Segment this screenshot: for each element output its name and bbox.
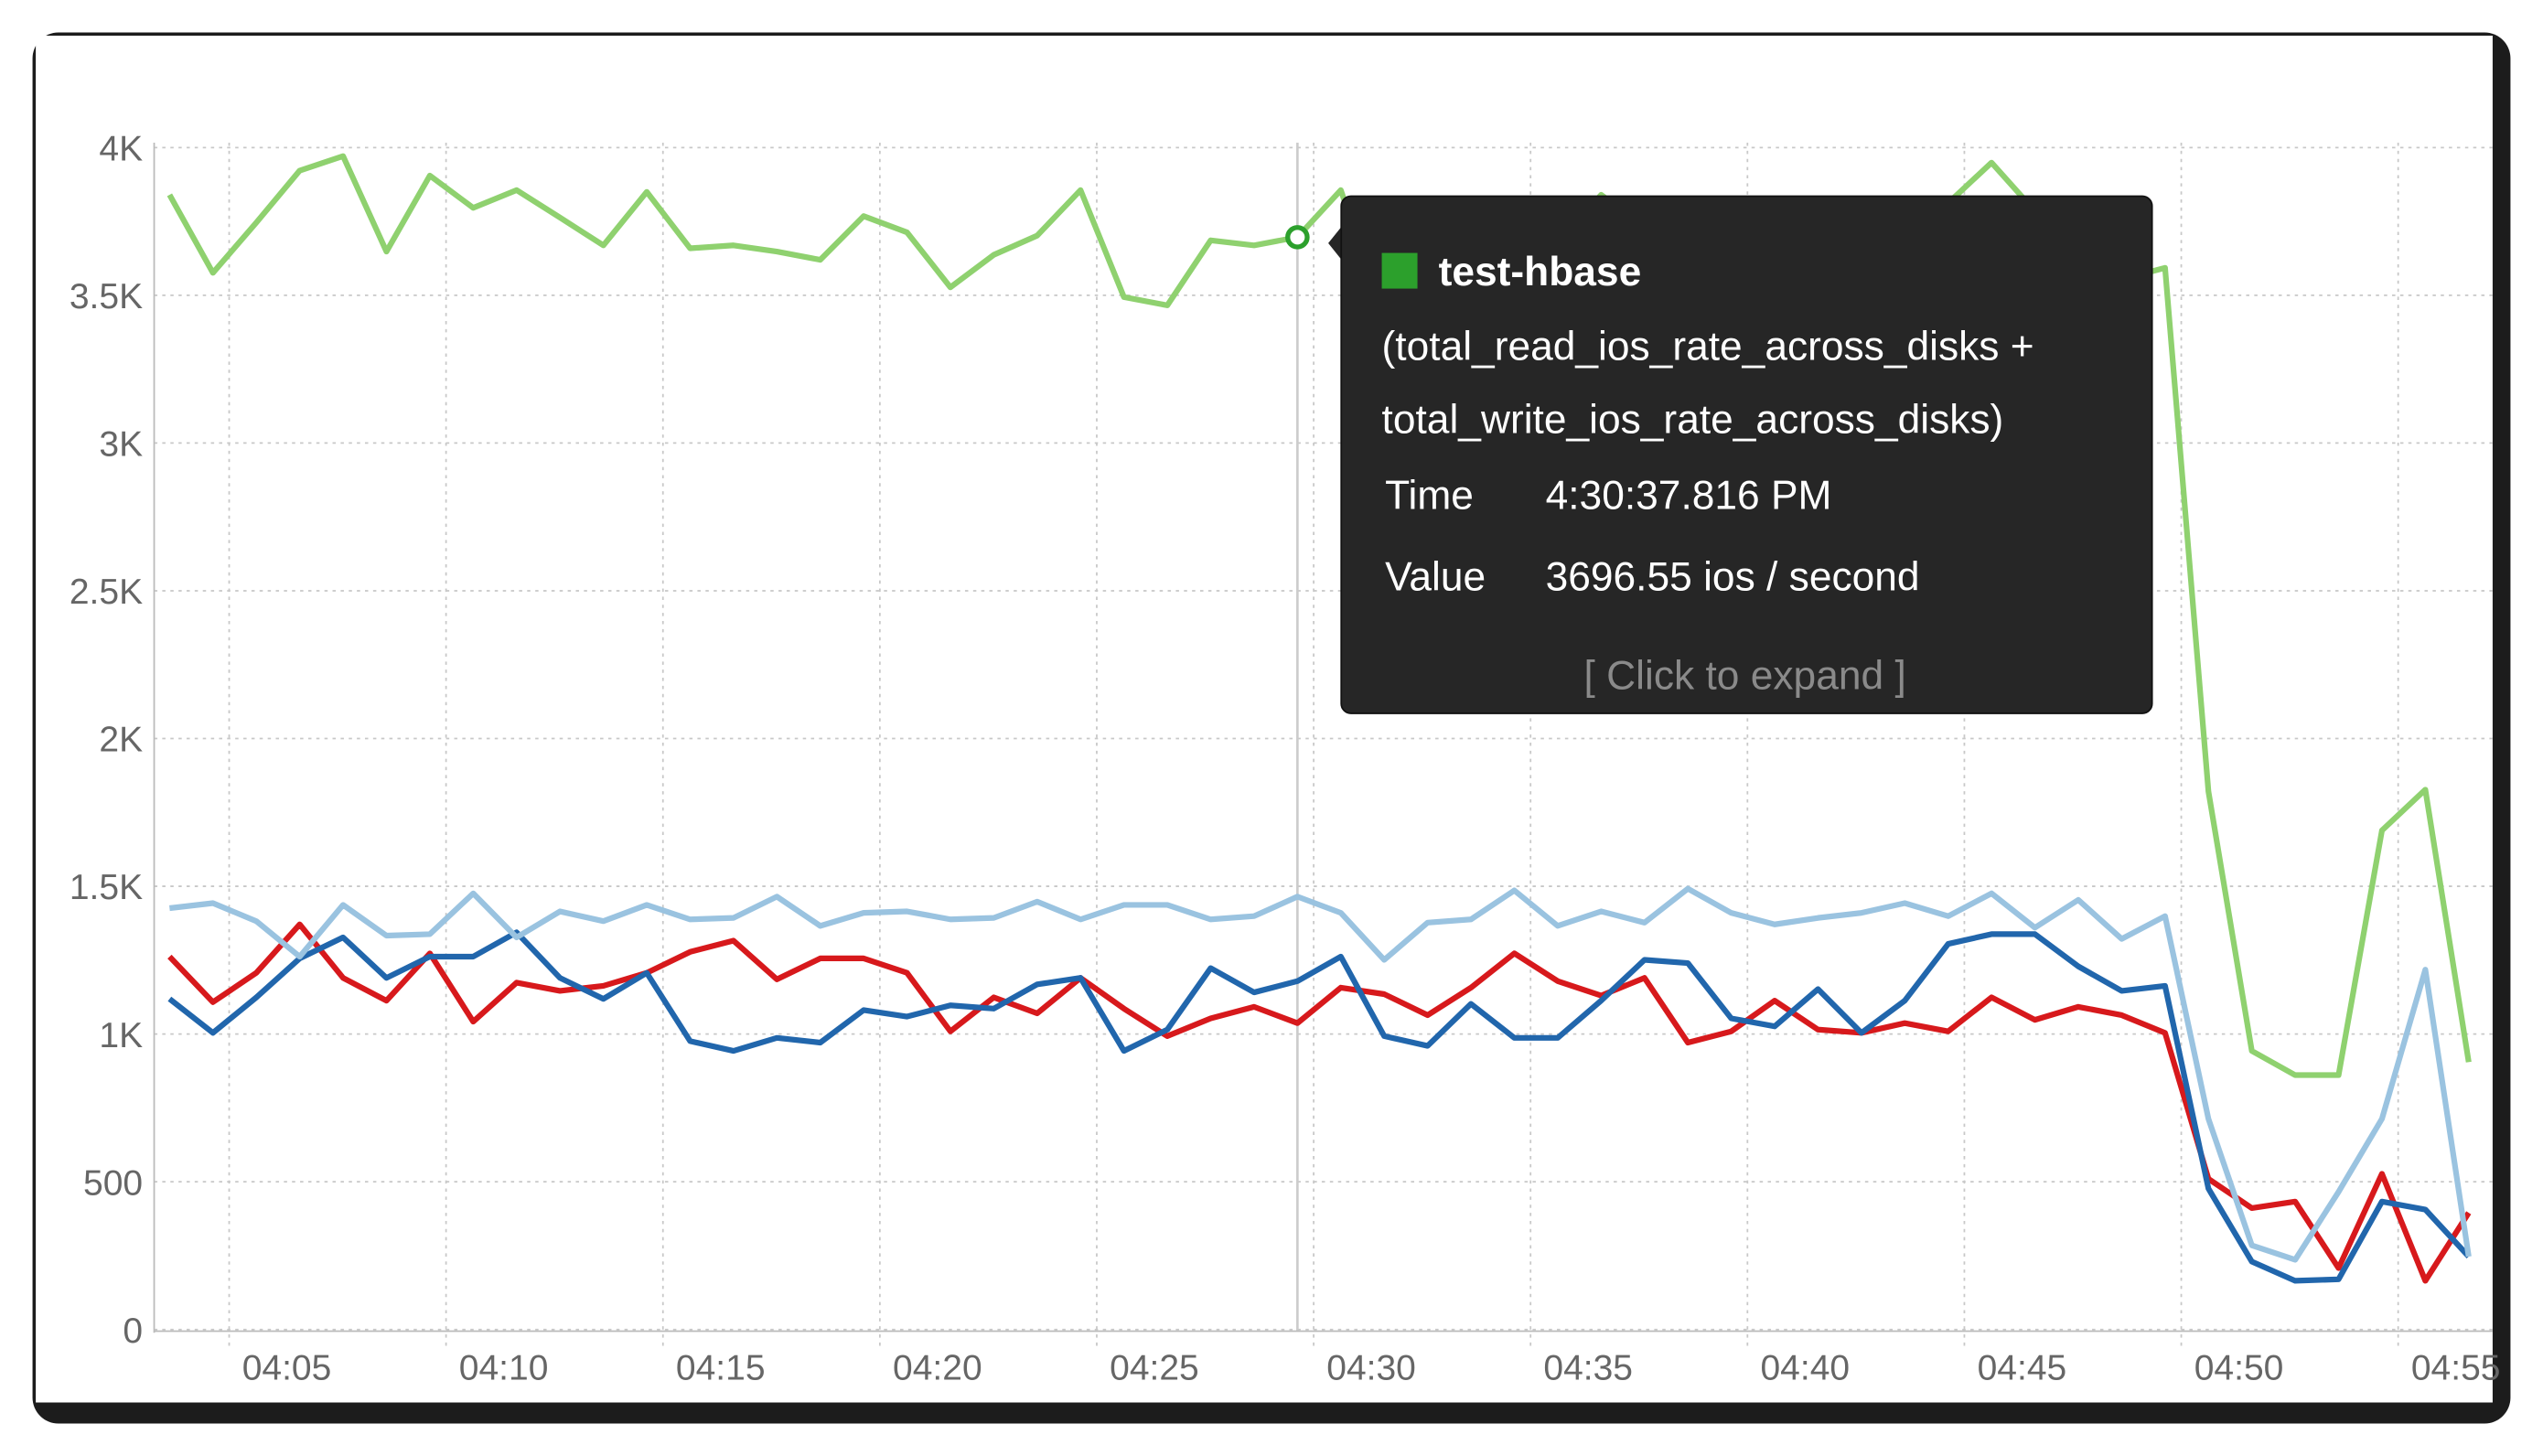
tooltip-value: 3696.55 ios / second	[1546, 554, 1920, 599]
hover-marker	[1285, 225, 1310, 250]
y-tick-label: 1.5K	[70, 868, 143, 907]
x-tick-label: 04:50	[2194, 1349, 2284, 1388]
series-line	[167, 929, 2472, 1284]
y-tick-label: 2.5K	[70, 573, 143, 612]
tooltip-series: test-hbase	[1439, 250, 1642, 294]
tooltip[interactable]: test-hbase (total_read_ios_rate_across_d…	[1328, 195, 2153, 714]
y-tick-label: 4K	[99, 130, 143, 169]
series-line	[169, 885, 2472, 1263]
expand-link[interactable]: [ Click to expand ]	[1584, 653, 1906, 698]
tooltip-expression: (total_read_ios_rate_across_disks +	[1382, 325, 2034, 369]
x-tick-label: 04:55	[2411, 1349, 2501, 1388]
tooltip-arrow	[1328, 227, 1342, 260]
x-tick-label: 04:15	[676, 1349, 766, 1388]
tooltip-value-label: Value	[1385, 554, 1486, 599]
y-tick-label: 3.5K	[70, 277, 143, 316]
x-tick-label: 04:05	[242, 1349, 332, 1388]
y-tick-label: 0	[123, 1311, 143, 1351]
x-tick-label: 04:25	[1110, 1349, 1199, 1388]
x-tick-label: 04:20	[893, 1349, 982, 1388]
x-tick-label: 04:40	[1761, 1349, 1851, 1388]
y-tick-label: 500	[83, 1163, 143, 1203]
y-tick-label: 1K	[99, 1016, 143, 1055]
tooltip-time-label: Time	[1385, 474, 1474, 519]
legend-swatch	[1381, 252, 1418, 289]
x-tick-label: 04:10	[459, 1349, 549, 1388]
y-tick-label: 2K	[99, 721, 143, 760]
grid: 0 500 1K 1.5K 2K 2.5K 3K 3.5K 4K 04:05 04:10 04:15 0…	[70, 130, 2501, 1388]
tooltip-time: 4:30:37.816 PM	[1546, 474, 1832, 519]
tooltip-box	[1340, 195, 2153, 714]
x-tick-label: 04:30	[1326, 1349, 1416, 1388]
x-tick-label: 04:45	[1978, 1349, 2067, 1388]
y-tick-label: 3K	[99, 425, 143, 465]
tooltip-expression: total_write_ios_rate_across_disks)	[1382, 397, 2004, 442]
series-line	[167, 921, 2472, 1284]
x-tick-label: 04:35	[1543, 1349, 1633, 1388]
